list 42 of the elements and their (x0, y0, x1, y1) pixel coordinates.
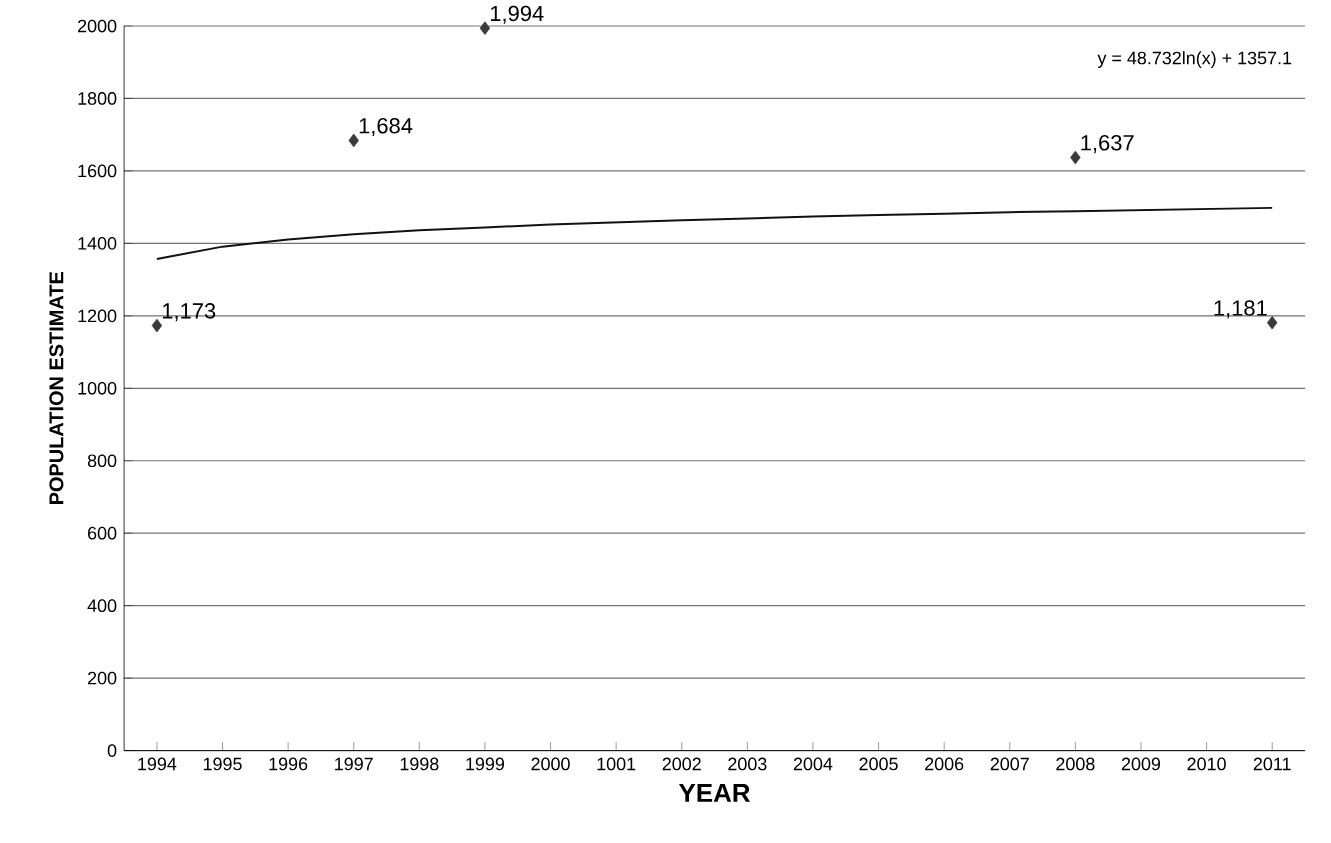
data-label: 1,637 (1081, 135, 1134, 154)
x-axis-title: YEAR (678, 784, 751, 803)
x-tick-label: 1995 (203, 757, 242, 771)
x-tick-label: 2000 (531, 757, 570, 771)
x-tick-label: 2006 (925, 757, 964, 771)
y-tick-label: 1600 (78, 164, 117, 178)
data-label: 1,181 (1214, 300, 1267, 319)
x-tick-label: 2008 (1056, 757, 1095, 771)
point (348, 133, 359, 148)
y-tick-label: 1200 (78, 309, 117, 323)
x-tick-label: 1994 (138, 757, 177, 771)
x-tick-label: 2002 (662, 757, 701, 771)
y-tick-label: 1800 (78, 92, 117, 106)
x-tick-label: 2003 (728, 757, 767, 771)
point (1070, 150, 1081, 165)
y-tick-label: 200 (88, 671, 117, 685)
x-tick-label: 1996 (269, 757, 308, 771)
annotation: y = 48.732ln(x) + 1357.1 (1097, 51, 1292, 69)
point (479, 21, 491, 36)
data-label: 1,173 (162, 303, 216, 322)
x-tick-label: 1999 (466, 757, 505, 771)
y-tick-label: 2000 (78, 19, 117, 33)
data-label: 1,684 (359, 118, 413, 137)
x-tick-label: 2005 (859, 757, 898, 771)
x-tick-label: 2009 (1121, 757, 1161, 771)
y-tick-label: 1000 (78, 382, 117, 395)
x-tick-label: 1998 (400, 757, 439, 771)
x-tick-label: 1997 (335, 757, 373, 771)
y-tick-label: 0 (107, 744, 117, 758)
x-tick-label: 2011 (1253, 757, 1291, 771)
x-tick-label: 2004 (793, 757, 833, 771)
y-tick-label: 800 (87, 454, 117, 468)
x-tick-label: 2010 (1187, 757, 1226, 771)
y-tick-label: 1400 (78, 237, 117, 250)
y-tick-label: 400 (87, 599, 117, 613)
point (151, 319, 163, 333)
x-tick-label: 1001 (597, 757, 636, 771)
data-label: 1,994 (490, 5, 544, 24)
point (1267, 316, 1278, 330)
x-tick-label: 2007 (990, 757, 1029, 771)
y-axis-title: POPULATION ESTIMATE (49, 272, 64, 505)
y-tick-label: 600 (88, 527, 117, 540)
